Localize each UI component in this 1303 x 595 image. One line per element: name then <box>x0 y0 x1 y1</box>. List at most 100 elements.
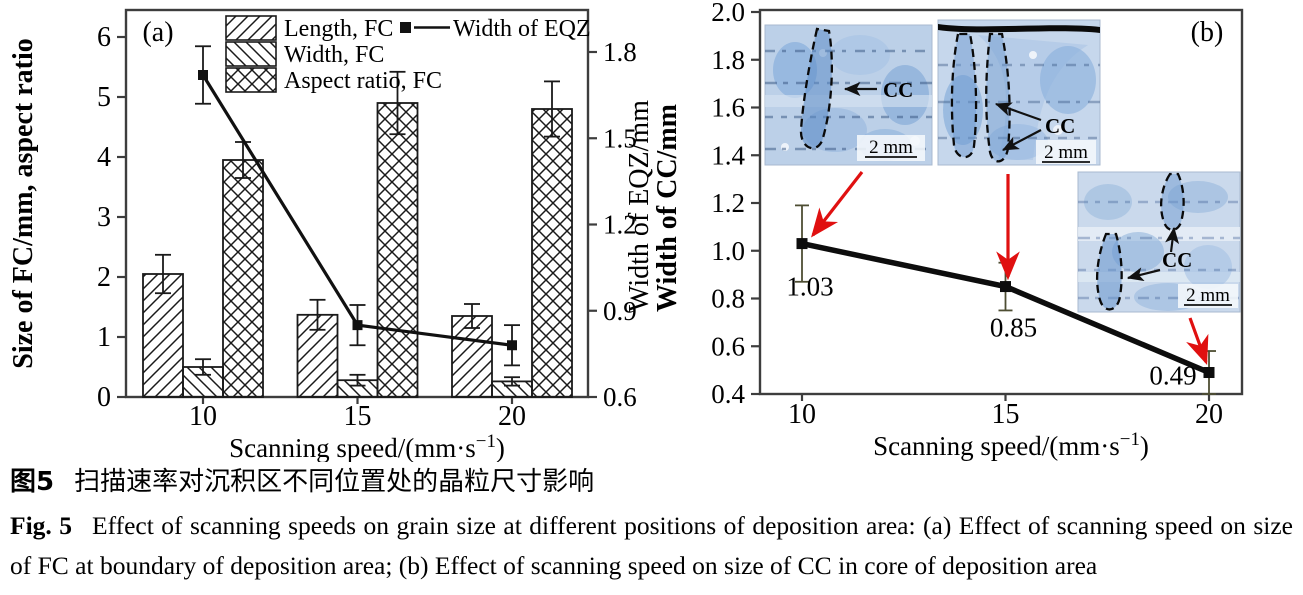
cc-label: CC <box>1045 114 1075 138</box>
inset-micrograph-20: CC 2 mm <box>1077 171 1241 313</box>
cc-outline-dashed <box>1095 232 1123 311</box>
scale-bar-label: 2 mm <box>869 137 913 158</box>
scale-bar-background <box>1036 140 1096 164</box>
left-axis-tick-label: 0 <box>97 382 111 413</box>
left-axis-tick-label: 5 <box>97 82 111 113</box>
bar-aspect-ratio-fc <box>531 108 573 398</box>
left-axis-title: Size of FC/mm, aspect ratio <box>8 38 39 368</box>
left-axis-tick-label: 1 <box>97 322 111 353</box>
grain-blob <box>1112 232 1164 272</box>
cc-outline-dashed <box>985 32 1011 163</box>
bar-aspect-ratio-fc <box>376 102 419 398</box>
cc-pointer-arrow <box>1126 267 1161 282</box>
cc-region <box>800 29 832 149</box>
cc-label: CC <box>1162 248 1192 272</box>
data-label-0.49: 0.49 <box>1149 361 1196 391</box>
legend-swatch-width-fc <box>225 41 277 67</box>
scale-bar-label: 2 mm <box>1044 142 1088 163</box>
legend-swatch-aspect-ratio-fc <box>225 67 277 93</box>
caption-english-text: Effect of scanning speeds on grain size … <box>10 511 1293 580</box>
y-axis-tick-label: 1.0 <box>711 236 745 266</box>
y-axis-tick-label: 1.2 <box>711 188 745 218</box>
y-axis-tick-label: 0.8 <box>711 284 745 314</box>
cc-outline-dashed <box>799 27 833 150</box>
x-axis-title: Scanning speed/(mm·s−1) <box>873 429 1149 461</box>
chart-b-plot: 0.4 0.6 0.8 1.0 1.2 1.4 1.6 1.8 2.0 10 15 20 Scannin… <box>652 0 1244 461</box>
speckle <box>1029 51 1037 59</box>
y-axis-tick-label: 0.4 <box>711 379 745 409</box>
caption-english: Fig. 5 Effect of scanning speeds on grain… <box>10 506 1293 586</box>
pale-band <box>1078 272 1240 282</box>
x-axis-tick-label: 15 <box>344 401 372 432</box>
grain-blob <box>830 35 890 75</box>
pale-band <box>1078 227 1240 241</box>
line-marker-square <box>796 238 808 250</box>
cc-region <box>1161 174 1184 230</box>
y-axis-tick-label: 1.4 <box>711 140 745 170</box>
y-axis-tick-label: 1.8 <box>711 45 745 75</box>
bar-aspect-ratio-fc <box>222 159 264 398</box>
speckle <box>1053 125 1063 135</box>
left-axis-tick-label: 2 <box>97 262 111 293</box>
caption-chinese-text: 扫描速率对沉积区不同位置处的晶粒尺寸影响 <box>74 467 595 497</box>
scale-bar-background <box>1178 284 1238 308</box>
grain-blob <box>1040 46 1096 114</box>
x-axis-tick-label: 20 <box>1195 399 1223 430</box>
panel-label-b: (b) <box>1191 17 1224 48</box>
y-axis-title: Width of CC/mm <box>652 104 683 312</box>
line-marker-square <box>507 340 517 351</box>
y-axis-tick-label: 1.6 <box>711 93 745 123</box>
line-marker-square <box>198 70 208 80</box>
x-axis-tick-label: 10 <box>788 399 816 430</box>
x-axis-tick-label: 15 <box>992 399 1020 430</box>
x-axis-title: Scanning speed/(mm·s−1) <box>229 431 505 462</box>
chart-b: CC 2 mm CC 2 mm <box>652 0 1244 461</box>
left-axis-tick-label: 3 <box>97 202 111 233</box>
caption-english-prefix: Fig. 5 <box>10 511 72 540</box>
figure-caption: 图5 扫描速率对沉积区不同位置处的晶粒尺寸影响 Fig. 5 Effect of s… <box>10 464 1293 586</box>
grain-blob <box>1084 184 1132 220</box>
inset-micrograph-10: CC 2 mm <box>764 24 933 166</box>
x-axis-tick-label: 10 <box>189 401 217 432</box>
scale-bar-label: 2 mm <box>1186 285 1230 306</box>
panel-label-a: (a) <box>142 17 173 48</box>
cc-region <box>1097 234 1122 310</box>
data-label-0.85: 0.85 <box>990 313 1037 343</box>
legend-label-length-fc: Length, FC <box>284 16 393 42</box>
y-axis-tick-label: 2.0 <box>711 0 745 27</box>
red-callout-arrow-10 <box>811 171 864 238</box>
legend-label-width-fc: Width, FC <box>284 42 384 68</box>
cc-pointer-arrow <box>994 102 1042 122</box>
legend-marker-width-of-eqz <box>400 22 411 33</box>
caption-chinese-prefix: 图5 <box>10 467 55 497</box>
right-axis-tick-label: 0.6 <box>603 382 637 412</box>
caption-chinese: 图5 扫描速率对沉积区不同位置处的晶粒尺寸影响 <box>10 464 1293 500</box>
cc-region <box>951 34 977 158</box>
legend-label-aspect-ratio-fc: Aspect ratio, FC <box>284 68 442 94</box>
left-axis-tick-label: 6 <box>97 22 111 53</box>
x-axis-tick-label: 20 <box>498 401 526 432</box>
bar-length-fc <box>142 273 184 398</box>
cc-pointer-arrow <box>1165 226 1180 253</box>
line-marker-square <box>1000 281 1011 293</box>
right-axis-tick-label: 1.2 <box>603 210 637 240</box>
cc-pointer-arrow <box>1002 129 1042 151</box>
right-axis-tick-label: 1.8 <box>603 37 637 67</box>
right-axis-tick-label: 0.9 <box>603 296 637 326</box>
legend-label-width-of-eqz: Width of EQZ <box>453 16 591 42</box>
y-axis-tick-label: 0.6 <box>711 331 745 361</box>
cc-label: CC <box>883 78 913 102</box>
cc-region <box>986 34 1010 162</box>
grain-blob <box>1184 245 1232 289</box>
right-axis-tick-label: 1.5 <box>603 123 637 153</box>
top-surface-band <box>938 24 1100 33</box>
left-axis-tick-label: 4 <box>97 142 111 173</box>
red-callout-arrow-20 <box>1186 317 1209 366</box>
inset-micrograph-15: CC 2 mm <box>937 19 1101 166</box>
data-label-1.03: 1.03 <box>786 272 833 302</box>
right-axis-title: Width of EQZ/mm <box>624 100 655 312</box>
line-marker-square <box>1203 367 1215 379</box>
